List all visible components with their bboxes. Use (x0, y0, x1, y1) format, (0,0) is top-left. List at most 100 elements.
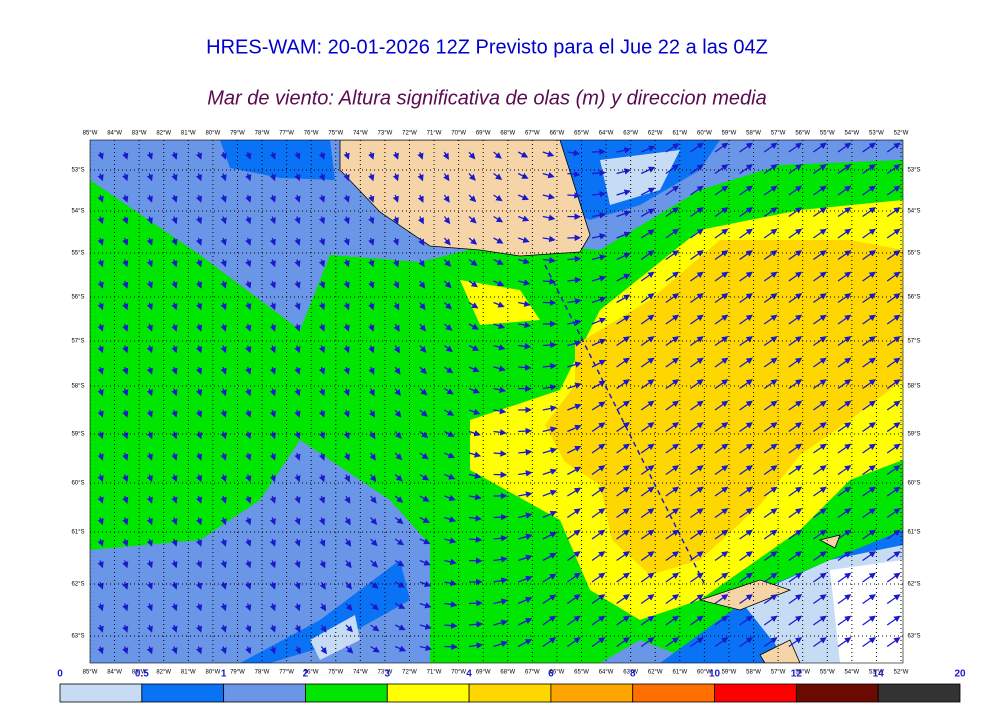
arrow (616, 379, 630, 390)
arrow (417, 173, 424, 182)
arrow (343, 237, 350, 246)
arrow (739, 357, 753, 368)
arrow (468, 366, 480, 373)
arrow (146, 323, 153, 332)
colorbar-box (59, 683, 143, 703)
arrow (567, 551, 581, 562)
arrow (591, 443, 606, 454)
arrow (369, 431, 376, 440)
arrow (419, 430, 429, 439)
arrow (245, 237, 252, 246)
arrow (690, 422, 704, 433)
colorbar-label: 4 (466, 669, 472, 680)
arrow (417, 216, 424, 225)
lat-label: 63°S (907, 634, 920, 640)
arrow (245, 624, 252, 633)
arrow (195, 581, 203, 590)
lat-label: 55°S (907, 251, 920, 257)
arrow (444, 558, 457, 566)
arrow (493, 577, 508, 584)
arrow (195, 194, 203, 203)
lon-label: 71°W (427, 670, 442, 676)
lat-label: 57°S (71, 339, 84, 345)
lon-label: 63°W (623, 670, 638, 676)
arrow (269, 431, 276, 440)
lon-label: 62°W (648, 131, 663, 137)
arrow (368, 259, 375, 268)
arrow (146, 452, 153, 461)
arrow (195, 302, 203, 311)
arrow (418, 259, 425, 268)
arrow (886, 228, 901, 239)
arrow (97, 388, 104, 397)
arrow (763, 142, 778, 153)
arrow (813, 207, 827, 218)
arrow (393, 302, 400, 311)
arrow (640, 572, 655, 583)
arrow (837, 250, 852, 261)
arrow (97, 624, 104, 633)
lon-label: 70°W (451, 131, 466, 137)
arrow (788, 594, 803, 605)
arrow (443, 237, 451, 246)
arrow (171, 280, 178, 289)
arrow (763, 486, 778, 497)
arrow (171, 474, 178, 483)
arrow (886, 551, 901, 562)
arrow (665, 400, 680, 411)
arrow (886, 357, 901, 368)
arrow (690, 185, 704, 196)
lon-label: 62°W (648, 670, 663, 676)
arrow (294, 388, 301, 397)
arrow (195, 345, 203, 354)
arrow (468, 642, 484, 649)
arrow (813, 615, 827, 626)
arrow (245, 646, 252, 655)
arrow (493, 556, 508, 563)
arrow (739, 551, 753, 562)
arrow (493, 237, 504, 244)
arrow (468, 280, 479, 288)
arrow (442, 151, 449, 160)
arrow (220, 194, 227, 203)
lon-label: 82°W (156, 131, 171, 137)
arrow (269, 259, 276, 268)
arrow (739, 465, 753, 476)
arrow (518, 321, 531, 329)
arrow (542, 615, 557, 626)
arrow (269, 388, 276, 397)
arrow (343, 302, 350, 311)
arrow (591, 296, 607, 304)
arrow (640, 208, 655, 218)
arrow (220, 151, 227, 160)
arrow (419, 623, 432, 630)
arrow (616, 357, 630, 368)
arrow (419, 602, 432, 609)
arrow (122, 259, 129, 268)
arrow (616, 637, 630, 648)
arrow (220, 366, 227, 375)
wave-arrows (97, 142, 901, 655)
arrow (517, 554, 533, 562)
arrow (394, 495, 404, 503)
arrow (444, 409, 455, 416)
arrow (171, 151, 178, 160)
arrow (640, 336, 655, 347)
lon-label: 85°W (83, 670, 98, 676)
arrow (444, 366, 454, 374)
arrow (886, 529, 901, 540)
arrow (813, 422, 827, 433)
arrow (171, 517, 178, 526)
arrow (122, 517, 129, 526)
colorbar-box (305, 683, 388, 703)
arrow (368, 302, 375, 311)
arrow (468, 173, 476, 181)
arrow (97, 581, 104, 590)
arrow (517, 194, 529, 201)
arrow (97, 517, 104, 526)
arrow (443, 216, 451, 225)
arrow (739, 529, 753, 540)
arrow (542, 573, 557, 583)
arrow (269, 216, 276, 225)
arrow (739, 637, 753, 648)
